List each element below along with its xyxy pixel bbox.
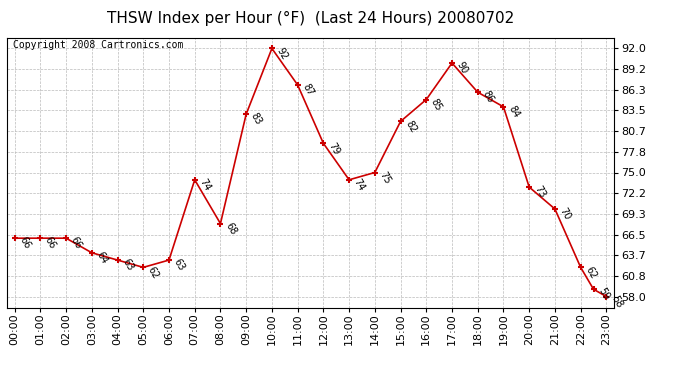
Text: 82: 82 [404,118,418,134]
Text: 66: 66 [43,236,58,251]
Text: 64: 64 [95,250,110,266]
Text: Copyright 2008 Cartronics.com: Copyright 2008 Cartronics.com [13,40,184,50]
Text: 73: 73 [532,184,546,200]
Text: 59: 59 [596,286,611,302]
Text: THSW Index per Hour (°F)  (Last 24 Hours) 20080702: THSW Index per Hour (°F) (Last 24 Hours)… [107,11,514,26]
Text: 90: 90 [455,60,470,76]
Text: 86: 86 [480,90,495,105]
Text: 70: 70 [558,206,573,222]
Text: 79: 79 [326,141,341,156]
Text: 62: 62 [146,265,161,280]
Text: 66: 66 [69,236,83,251]
Text: 85: 85 [429,97,444,112]
Text: 63: 63 [120,257,135,273]
Text: 74: 74 [352,177,366,193]
Text: 58: 58 [609,294,624,309]
Text: 92: 92 [275,46,290,62]
Text: 84: 84 [506,104,521,120]
Text: 63: 63 [172,257,186,273]
Text: 75: 75 [377,170,393,186]
Text: 74: 74 [197,177,213,193]
Text: 87: 87 [300,82,315,98]
Text: 68: 68 [224,221,238,236]
Text: 66: 66 [17,236,32,251]
Text: 62: 62 [584,265,598,280]
Text: 83: 83 [249,111,264,127]
